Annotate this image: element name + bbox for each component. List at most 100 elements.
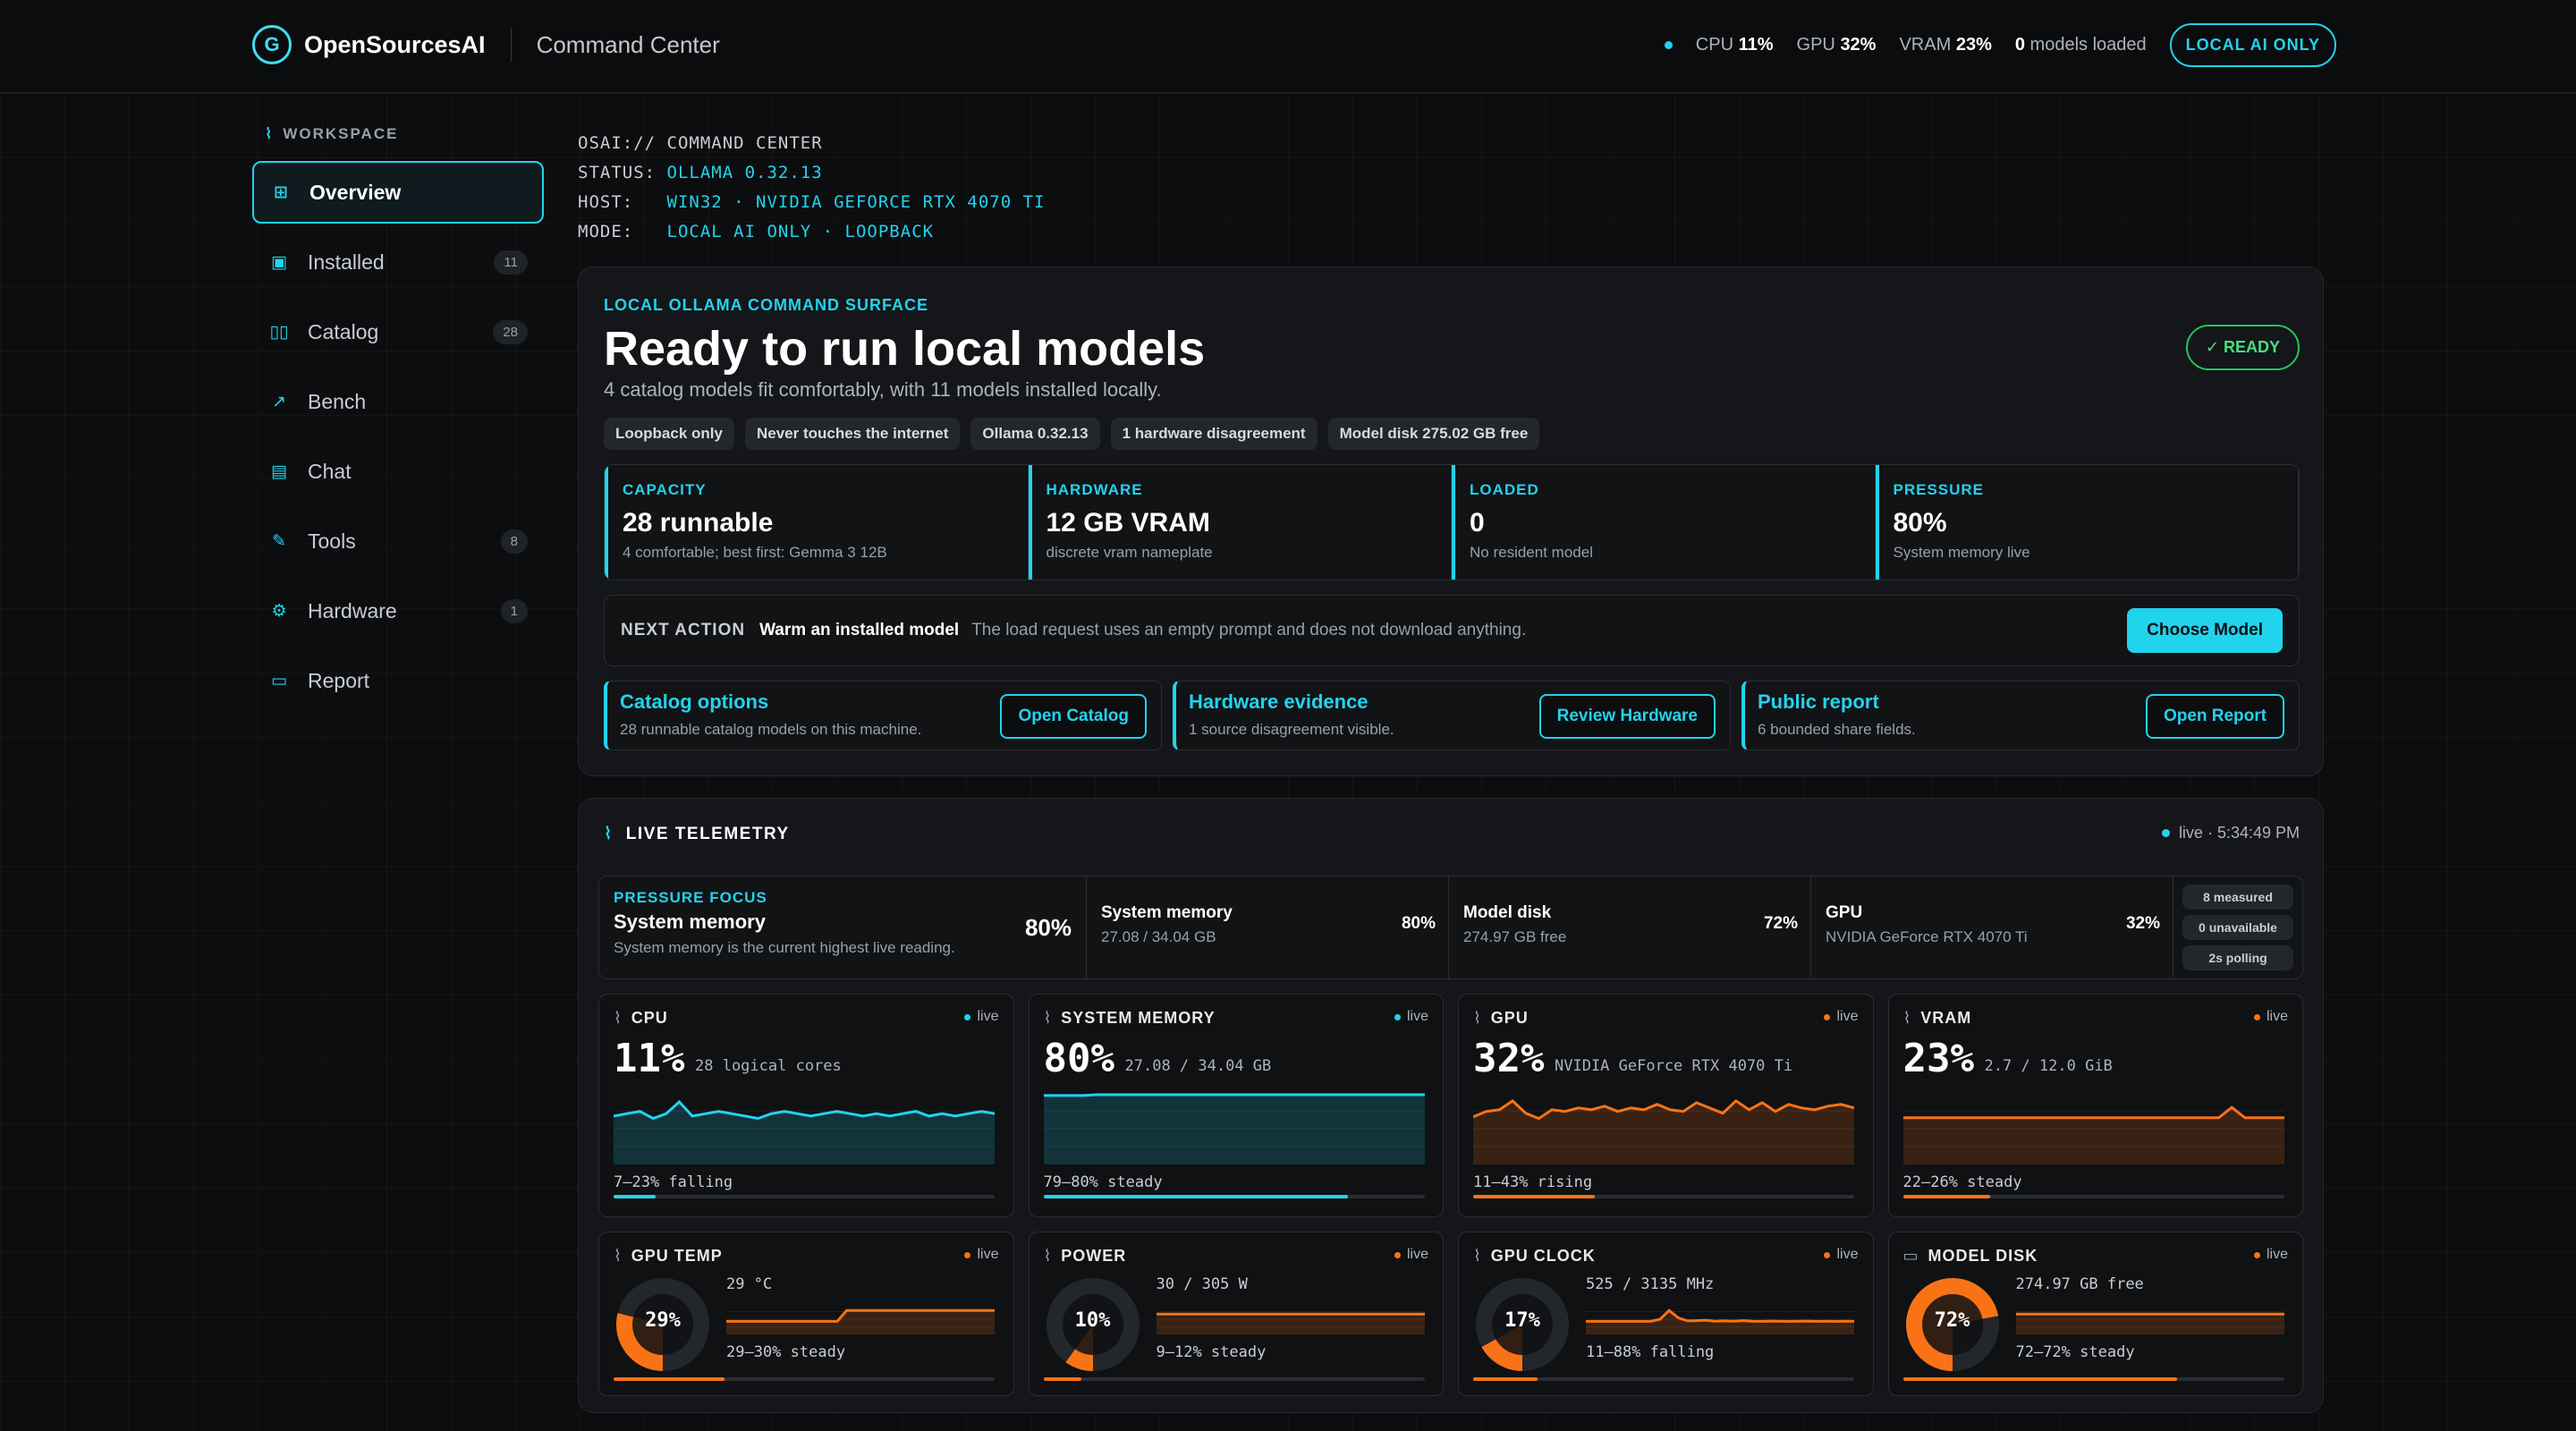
sidebar-item-label: Tools	[308, 529, 356, 553]
wrench-icon: ✎	[272, 531, 286, 551]
models-loaded-stat: 0 models loaded	[2014, 35, 2147, 55]
next-action-title: Warm an installed model	[759, 621, 960, 639]
sidebar-item-bench[interactable]: ↗ Bench	[252, 370, 544, 433]
gauge-hole	[1921, 1294, 1983, 1355]
metric-name: CPU	[631, 1009, 668, 1027]
live-label: live	[977, 1247, 999, 1262]
hero-title: Ready to run local models	[604, 322, 1206, 376]
sidebar-item-hardware[interactable]: ⚙ Hardware 1	[252, 580, 544, 642]
metric-range: 7–23% falling	[614, 1173, 733, 1191]
grid-icon: ⊞	[274, 182, 288, 202]
sidebar-item-count: 28	[493, 319, 528, 344]
metric-value: 23%	[1902, 1036, 1974, 1081]
sidebar-item-installed[interactable]: ▣ Installed 11	[252, 231, 544, 293]
focus-metric-title: System memory	[1101, 903, 1233, 922]
pulse-icon: ⌇	[1902, 1009, 1912, 1027]
pressure-focus: PRESSURE FOCUS System memory System memo…	[599, 876, 1087, 978]
choose-model-button[interactable]: Choose Model	[2127, 608, 2283, 653]
kpi-sub: No resident model	[1470, 544, 1593, 561]
hero-subtitle: 4 catalog models fit comfortably, with 1…	[604, 378, 1162, 401]
system-stats: CPU 11% GPU 32% VRAM 23% 0 models loaded…	[1664, 23, 2336, 67]
live-dot	[2253, 1013, 2260, 1020]
disk-icon: ▭	[1902, 1247, 1919, 1265]
telemetry-badge: 8 measured	[2182, 885, 2293, 910]
metric-name: GPU TEMP	[631, 1247, 723, 1265]
gpu-stat: GPU 32%	[1796, 35, 1877, 55]
metric-progress	[614, 1377, 995, 1381]
sparkline-area	[1473, 1100, 1854, 1164]
metric-live: live	[1394, 1247, 1428, 1263]
gauge-sparkline	[1586, 1308, 1854, 1334]
live-dot	[1394, 1013, 1401, 1020]
live-dot	[964, 1251, 971, 1258]
live-dot	[964, 1013, 971, 1020]
sidebar-item-catalog[interactable]: ▯▯ Catalog 28	[252, 301, 544, 363]
open-report-button[interactable]: Open Report	[2145, 694, 2284, 739]
kpi-sub: System memory live	[1893, 544, 2030, 561]
focus-metric: System memory 27.08 / 34.04 GB 80%	[1087, 876, 1449, 978]
terminal-mode: MODE: LOCAL AI ONLY · LOOPBACK	[578, 222, 935, 241]
metric-range: 79–80% steady	[1043, 1173, 1163, 1191]
metric-progress-fill	[1902, 1377, 2178, 1381]
metric-progress-fill	[1473, 1377, 1538, 1381]
terminal-status: STATUS: OLLAMA 0.32.13	[578, 163, 823, 182]
sidebar-item-label: Catalog	[308, 319, 379, 343]
sparkline-line	[614, 1099, 995, 1121]
kpi-loaded: LOADED 0 No resident model	[1452, 465, 1876, 580]
metric-progress	[1043, 1195, 1425, 1198]
live-dot	[1824, 1013, 1831, 1020]
gauge-card-model-disk: ▭ MODEL DISK live 72% 274.97 GB free 72–72% s…	[1887, 1232, 2303, 1396]
open-catalog-button[interactable]: Open Catalog	[1000, 694, 1147, 739]
focus-metric-title: Model disk	[1463, 903, 1552, 922]
live-dot	[2161, 829, 2170, 837]
info-chip: Never touches the internet	[744, 418, 961, 450]
action-cards: Catalog options 28 runnable catalog model…	[604, 681, 2300, 750]
sidebar-item-tools[interactable]: ✎ Tools 8	[252, 510, 544, 572]
focus-metric-desc: 27.08 / 34.04 GB	[1101, 928, 1216, 945]
telemetry-heading: ⌇ LIVE TELEMETRY	[604, 824, 790, 844]
hero-chips: Loopback only Never touches the internet O…	[604, 418, 1540, 450]
focus-metric-pct: 32%	[2125, 914, 2160, 933]
metric-live: live	[1824, 1009, 1859, 1025]
kpi-label: CAPACITY	[623, 481, 707, 498]
local-ai-badge[interactable]: LOCAL AI ONLY	[2169, 23, 2336, 67]
metric-progress-fill	[1902, 1195, 1991, 1198]
metric-name: POWER	[1061, 1247, 1127, 1265]
card-title: Hardware evidence	[1189, 690, 1368, 713]
live-dot	[2253, 1251, 2260, 1258]
live-telemetry-panel: ⌇ LIVE TELEMETRY live · 5:34:49 PM PRESSU…	[578, 798, 2324, 1413]
sidebar-item-chat[interactable]: ▤ Chat	[252, 440, 544, 503]
sparkline-line	[1586, 1308, 1854, 1323]
sidebar-item-report[interactable]: ▭ Report	[252, 649, 544, 712]
gauge-sparkline	[2015, 1311, 2284, 1334]
metric-sub: 27.08 / 34.04 GB	[1124, 1057, 1272, 1075]
kpi-value: 80%	[1893, 508, 1947, 538]
brand[interactable]: G OpenSourcesAI Command Center	[252, 25, 720, 64]
kpi-sub: discrete vram nameplate	[1046, 544, 1213, 561]
info-chip: Ollama 0.32.13	[970, 418, 1100, 450]
pulse-icon: ⌇	[614, 1247, 623, 1265]
metric-live: live	[1394, 1009, 1428, 1025]
gauge-value: 10%	[1074, 1309, 1111, 1332]
metric-grid: ⌇ CPU live 11% 28 logical cores 7–23% falling…	[598, 994, 2303, 1396]
sparkline-line	[1043, 1093, 1425, 1097]
pulse-icon: ⌇	[604, 825, 614, 843]
gauge-sparkline	[1156, 1311, 1425, 1334]
gauge: 10%	[1044, 1275, 1142, 1378]
kpi-strip: CAPACITY 28 runnable 4 comfortable; best f…	[604, 464, 2300, 580]
metric-progress	[1902, 1195, 2284, 1198]
sparkline-area	[726, 1310, 995, 1334]
metric-sparkline	[614, 1099, 995, 1164]
metric-header: ⌇ GPU TEMP	[614, 1247, 723, 1266]
info-chip: Loopback only	[604, 418, 734, 450]
live-dot	[1394, 1251, 1401, 1258]
sidebar-item-overview[interactable]: ⊞ Overview	[252, 161, 544, 224]
review-hardware-button[interactable]: Review Hardware	[1538, 694, 1716, 739]
sidebar-item-count: 11	[494, 250, 528, 275]
metric-progress	[1473, 1195, 1854, 1198]
box-icon: ▣	[271, 252, 287, 272]
focus-metric: Model disk 274.97 GB free 72%	[1449, 876, 1811, 978]
kpi-label: LOADED	[1470, 481, 1539, 498]
metric-sparkline	[1473, 1098, 1854, 1164]
card-title: Public report	[1758, 690, 1879, 713]
